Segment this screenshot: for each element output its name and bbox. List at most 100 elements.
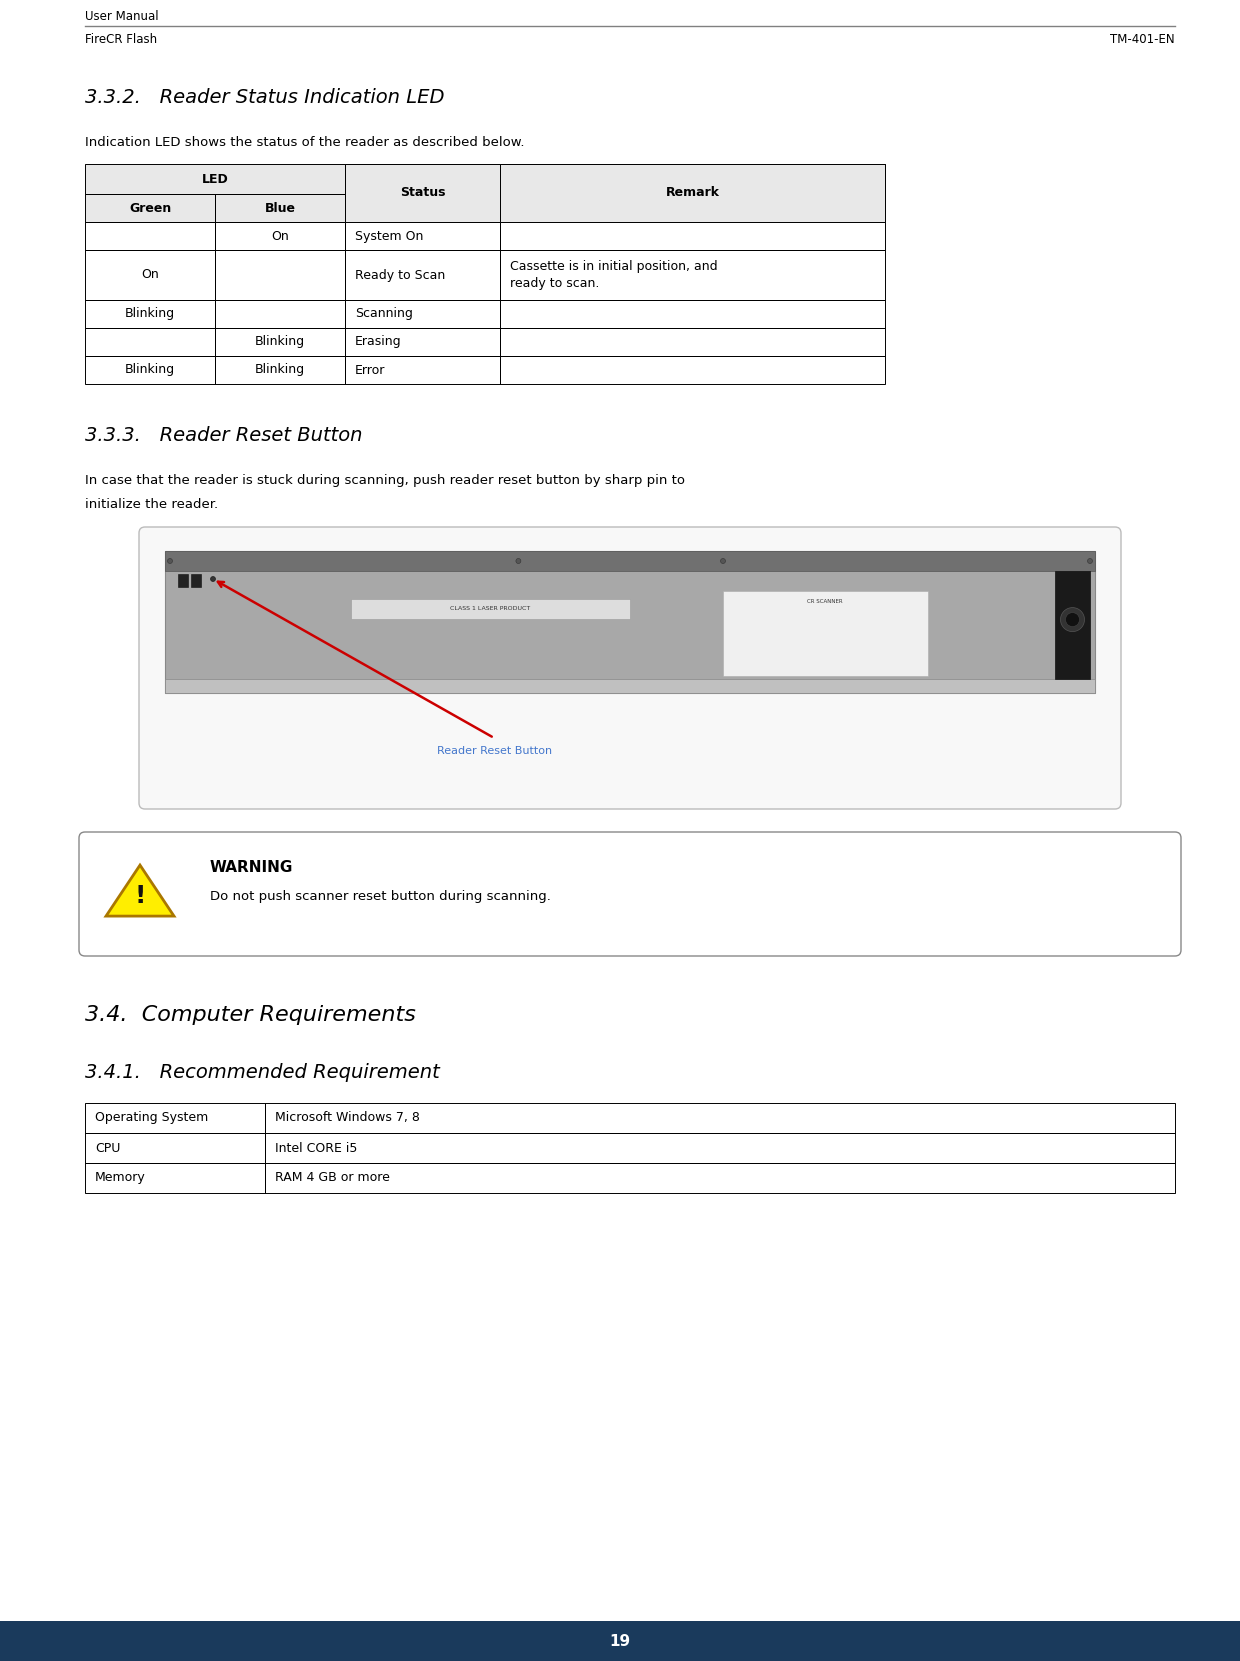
Text: CPU: CPU	[95, 1141, 120, 1154]
FancyBboxPatch shape	[139, 527, 1121, 809]
Bar	[265, 1163, 1176, 1193]
Bar	[86, 355, 215, 384]
Bar	[165, 679, 1095, 693]
Circle shape	[167, 558, 172, 563]
Text: User Manual: User Manual	[86, 10, 159, 23]
Text: On: On	[141, 269, 159, 281]
Text: WARNING: WARNING	[210, 860, 294, 875]
Text: Blinking: Blinking	[125, 364, 175, 377]
Bar	[215, 301, 345, 327]
Bar	[500, 301, 885, 327]
Text: !: !	[134, 884, 145, 909]
Polygon shape	[105, 865, 174, 917]
Bar	[86, 194, 215, 223]
Bar	[165, 551, 1095, 571]
Circle shape	[1065, 613, 1080, 626]
Text: Cassette is in initial position, and
ready to scan.: Cassette is in initial position, and rea…	[510, 261, 718, 291]
Bar	[345, 164, 500, 223]
Text: 3.4.  Computer Requirements: 3.4. Computer Requirements	[86, 1005, 415, 1025]
Text: 3.4.1.   Recommended Requirement: 3.4.1. Recommended Requirement	[86, 1063, 440, 1081]
Circle shape	[211, 576, 216, 581]
Bar	[86, 164, 345, 194]
Bar	[345, 301, 500, 327]
Bar	[500, 164, 885, 223]
FancyBboxPatch shape	[79, 832, 1180, 957]
Bar	[265, 1163, 1176, 1193]
Text: Reader Reset Button: Reader Reset Button	[436, 746, 552, 756]
Text: TM-401-EN: TM-401-EN	[1110, 33, 1176, 47]
Bar	[179, 575, 188, 586]
Text: Ready to Scan: Ready to Scan	[355, 269, 445, 281]
Bar	[215, 355, 345, 384]
Text: Memory: Memory	[95, 1171, 146, 1184]
Bar	[0, 1621, 1240, 1661]
Text: CR SCANNER: CR SCANNER	[807, 600, 843, 605]
Bar	[500, 355, 885, 384]
Text: Operating System: Operating System	[95, 1111, 208, 1124]
Bar	[500, 194, 885, 223]
Bar	[215, 194, 345, 223]
Bar	[265, 1103, 1176, 1133]
Text: Error: Error	[355, 364, 386, 377]
Bar	[86, 1133, 265, 1163]
Bar	[1055, 571, 1090, 679]
Bar	[86, 251, 215, 301]
Text: RAM 4 GB or more: RAM 4 GB or more	[275, 1171, 389, 1184]
Bar	[86, 164, 345, 194]
Text: On: On	[272, 229, 289, 243]
Bar	[265, 1133, 1176, 1163]
Text: Blinking: Blinking	[125, 307, 175, 321]
Circle shape	[1087, 558, 1092, 563]
Text: In case that the reader is stuck during scanning, push reader reset button by sh: In case that the reader is stuck during …	[86, 473, 684, 487]
Bar	[345, 223, 500, 251]
Circle shape	[720, 558, 725, 563]
Text: Indication LED shows the status of the reader as described below.: Indication LED shows the status of the r…	[86, 136, 525, 149]
Text: Remark: Remark	[666, 186, 719, 199]
Bar	[345, 194, 500, 223]
Bar	[86, 194, 215, 223]
Bar	[86, 1163, 265, 1193]
Bar	[215, 223, 345, 251]
Bar	[265, 1133, 1176, 1163]
Circle shape	[516, 558, 521, 563]
Bar	[723, 591, 928, 676]
Bar	[500, 251, 885, 301]
Bar	[500, 164, 885, 194]
Text: System On: System On	[355, 229, 423, 243]
Text: Blinking: Blinking	[255, 336, 305, 349]
Bar	[345, 194, 500, 223]
Circle shape	[1060, 608, 1085, 631]
Text: 3.3.2.   Reader Status Indication LED: 3.3.2. Reader Status Indication LED	[86, 88, 444, 106]
Bar	[86, 327, 215, 355]
Bar	[500, 223, 885, 251]
Bar	[191, 575, 201, 586]
Bar	[345, 327, 500, 355]
Text: initialize the reader.: initialize the reader.	[86, 498, 218, 512]
Text: 3.3.3.   Reader Reset Button: 3.3.3. Reader Reset Button	[86, 425, 362, 445]
Text: CLASS 1 LASER PRODUCT: CLASS 1 LASER PRODUCT	[450, 606, 531, 611]
Bar	[215, 194, 345, 223]
Text: Erasing: Erasing	[355, 336, 402, 349]
Bar	[500, 164, 885, 194]
Text: Scanning: Scanning	[355, 307, 413, 321]
Bar	[500, 327, 885, 355]
Bar	[86, 223, 215, 251]
Bar	[345, 164, 500, 194]
Text: Do not push scanner reset button during scanning.: Do not push scanner reset button during …	[210, 890, 551, 904]
Text: 19: 19	[609, 1633, 631, 1648]
Bar	[86, 301, 215, 327]
Bar	[345, 251, 500, 301]
Bar	[351, 600, 630, 620]
Bar	[345, 164, 500, 194]
Text: Blinking: Blinking	[255, 364, 305, 377]
Bar	[215, 251, 345, 301]
Text: FireCR Flash: FireCR Flash	[86, 33, 157, 47]
Text: LED: LED	[202, 173, 228, 186]
Bar	[165, 551, 1095, 693]
Text: Blue: Blue	[264, 201, 295, 214]
Text: Intel CORE i5: Intel CORE i5	[275, 1141, 357, 1154]
Bar	[86, 1163, 265, 1193]
Bar	[265, 1103, 1176, 1133]
Bar	[86, 1103, 265, 1133]
Text: Green: Green	[129, 201, 171, 214]
